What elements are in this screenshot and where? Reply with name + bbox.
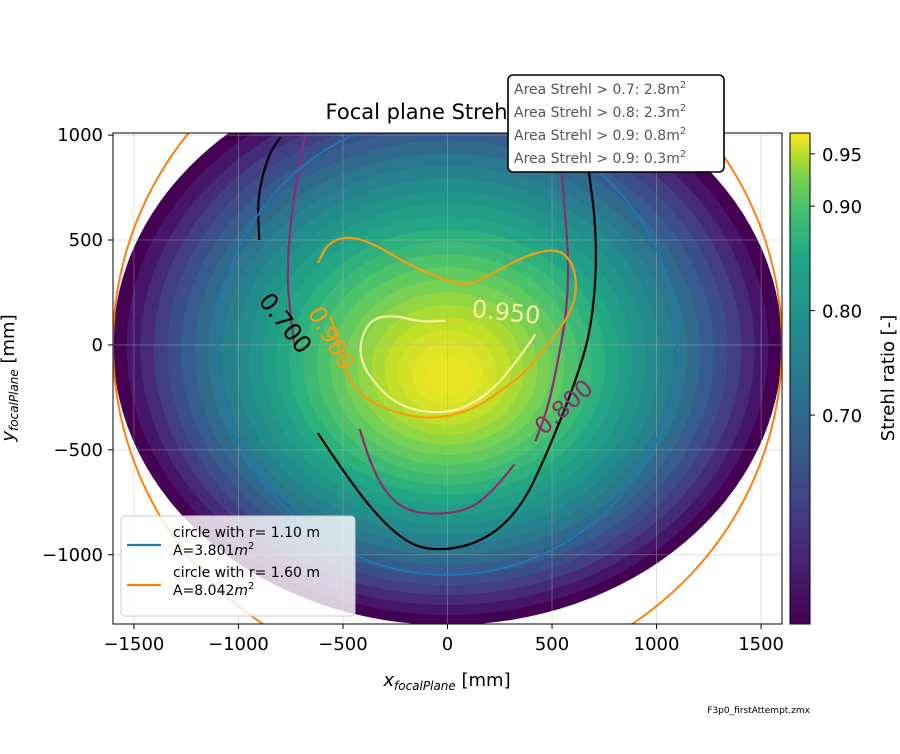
annotation-lines: Area Strehl > 0.7: 2.8m2 Area Strehl > 0.… — [514, 80, 686, 167]
contour-lines — [257, 134, 598, 551]
x-tick-label: −1000 — [208, 634, 269, 655]
y-axis-label: yfocalPlane [mm] — [0, 314, 21, 442]
contour-0.900 — [316, 236, 577, 419]
footer-filename: F3p0_firstAttempt.zmx — [707, 706, 810, 716]
contour-0.800 — [534, 156, 570, 442]
y-axis-label-main: y — [0, 431, 19, 443]
annotation-line: Area Strehl > 0.7: 2.8m2 — [514, 80, 686, 98]
colorbar-label: Strehl ratio [-] — [878, 315, 899, 441]
contour-0.800 — [286, 134, 307, 350]
reference-circle — [216, 133, 679, 576]
x-tick-label: −1500 — [103, 634, 164, 655]
x-tick-label: −500 — [318, 634, 367, 655]
legend-items: circle with r= 1.10 mA=3.801m2 circle wit… — [127, 525, 320, 599]
colorbar-ticks: 0.95 0.90 0.80 0.70 — [810, 145, 862, 427]
colorbar-tick-label: 0.95 — [822, 145, 862, 166]
legend: circle with r= 1.10 mA=3.801m2 circle wit… — [120, 515, 356, 617]
colorbar-tick-label: 0.70 — [822, 406, 862, 427]
x-tick-label: 1500 — [738, 634, 784, 655]
y-tick-label: 1000 — [57, 125, 103, 146]
y-tick-label: −1000 — [42, 545, 103, 566]
legend-box — [120, 515, 356, 617]
x-axis-label-unit: [mm] — [456, 670, 511, 691]
legend-entry-area: A=3.801m2 — [173, 541, 254, 559]
x-axis-label-main: x — [382, 670, 394, 691]
annotation-box — [507, 74, 725, 173]
x-tick-label: 0 — [442, 634, 453, 655]
x-axis: −1500 −1000 −500 0 500 1000 1500 — [103, 624, 784, 655]
legend-entry-name: circle with r= 1.60 m — [173, 565, 320, 581]
legend-entry-name: circle with r= 1.10 m — [173, 525, 320, 541]
x-axis-label: xfocalPlane [mm] — [382, 670, 510, 693]
x-tick-label: 500 — [535, 634, 569, 655]
contour-0.800 — [358, 428, 516, 515]
annotation-line: Area Strehl > 0.9: 0.3m2 — [514, 149, 686, 167]
y-tick-label: 500 — [69, 230, 103, 251]
reference-circles — [113, 133, 782, 624]
colorbar-tick-label: 0.80 — [822, 302, 862, 323]
contour-0.700 — [316, 134, 598, 551]
y-tick-label: −500 — [54, 440, 103, 461]
annotation-line: Area Strehl > 0.8: 2.3m2 — [514, 103, 686, 121]
area-annotation: Area Strehl > 0.7: 2.8m2 Area Strehl > 0.… — [507, 74, 725, 173]
y-axis-label-unit: [mm] — [0, 314, 19, 369]
contour-0.700 — [257, 136, 282, 241]
x-tick-label: 1000 — [634, 634, 680, 655]
y-tick-label: 0 — [92, 335, 103, 356]
contour-0.950 — [359, 315, 537, 414]
x-axis-label-sub: focalPlane — [394, 679, 456, 693]
annotation-line: Area Strehl > 0.9: 0.8m2 — [514, 126, 686, 144]
colorbar — [789, 132, 811, 625]
colorbar-tick-label: 0.90 — [822, 197, 862, 218]
y-axis-label-sub: focalPlane — [7, 369, 21, 431]
y-axis: 1000 500 0 −500 −1000 — [42, 125, 113, 566]
legend-entry-area: A=8.042m2 — [173, 581, 254, 599]
